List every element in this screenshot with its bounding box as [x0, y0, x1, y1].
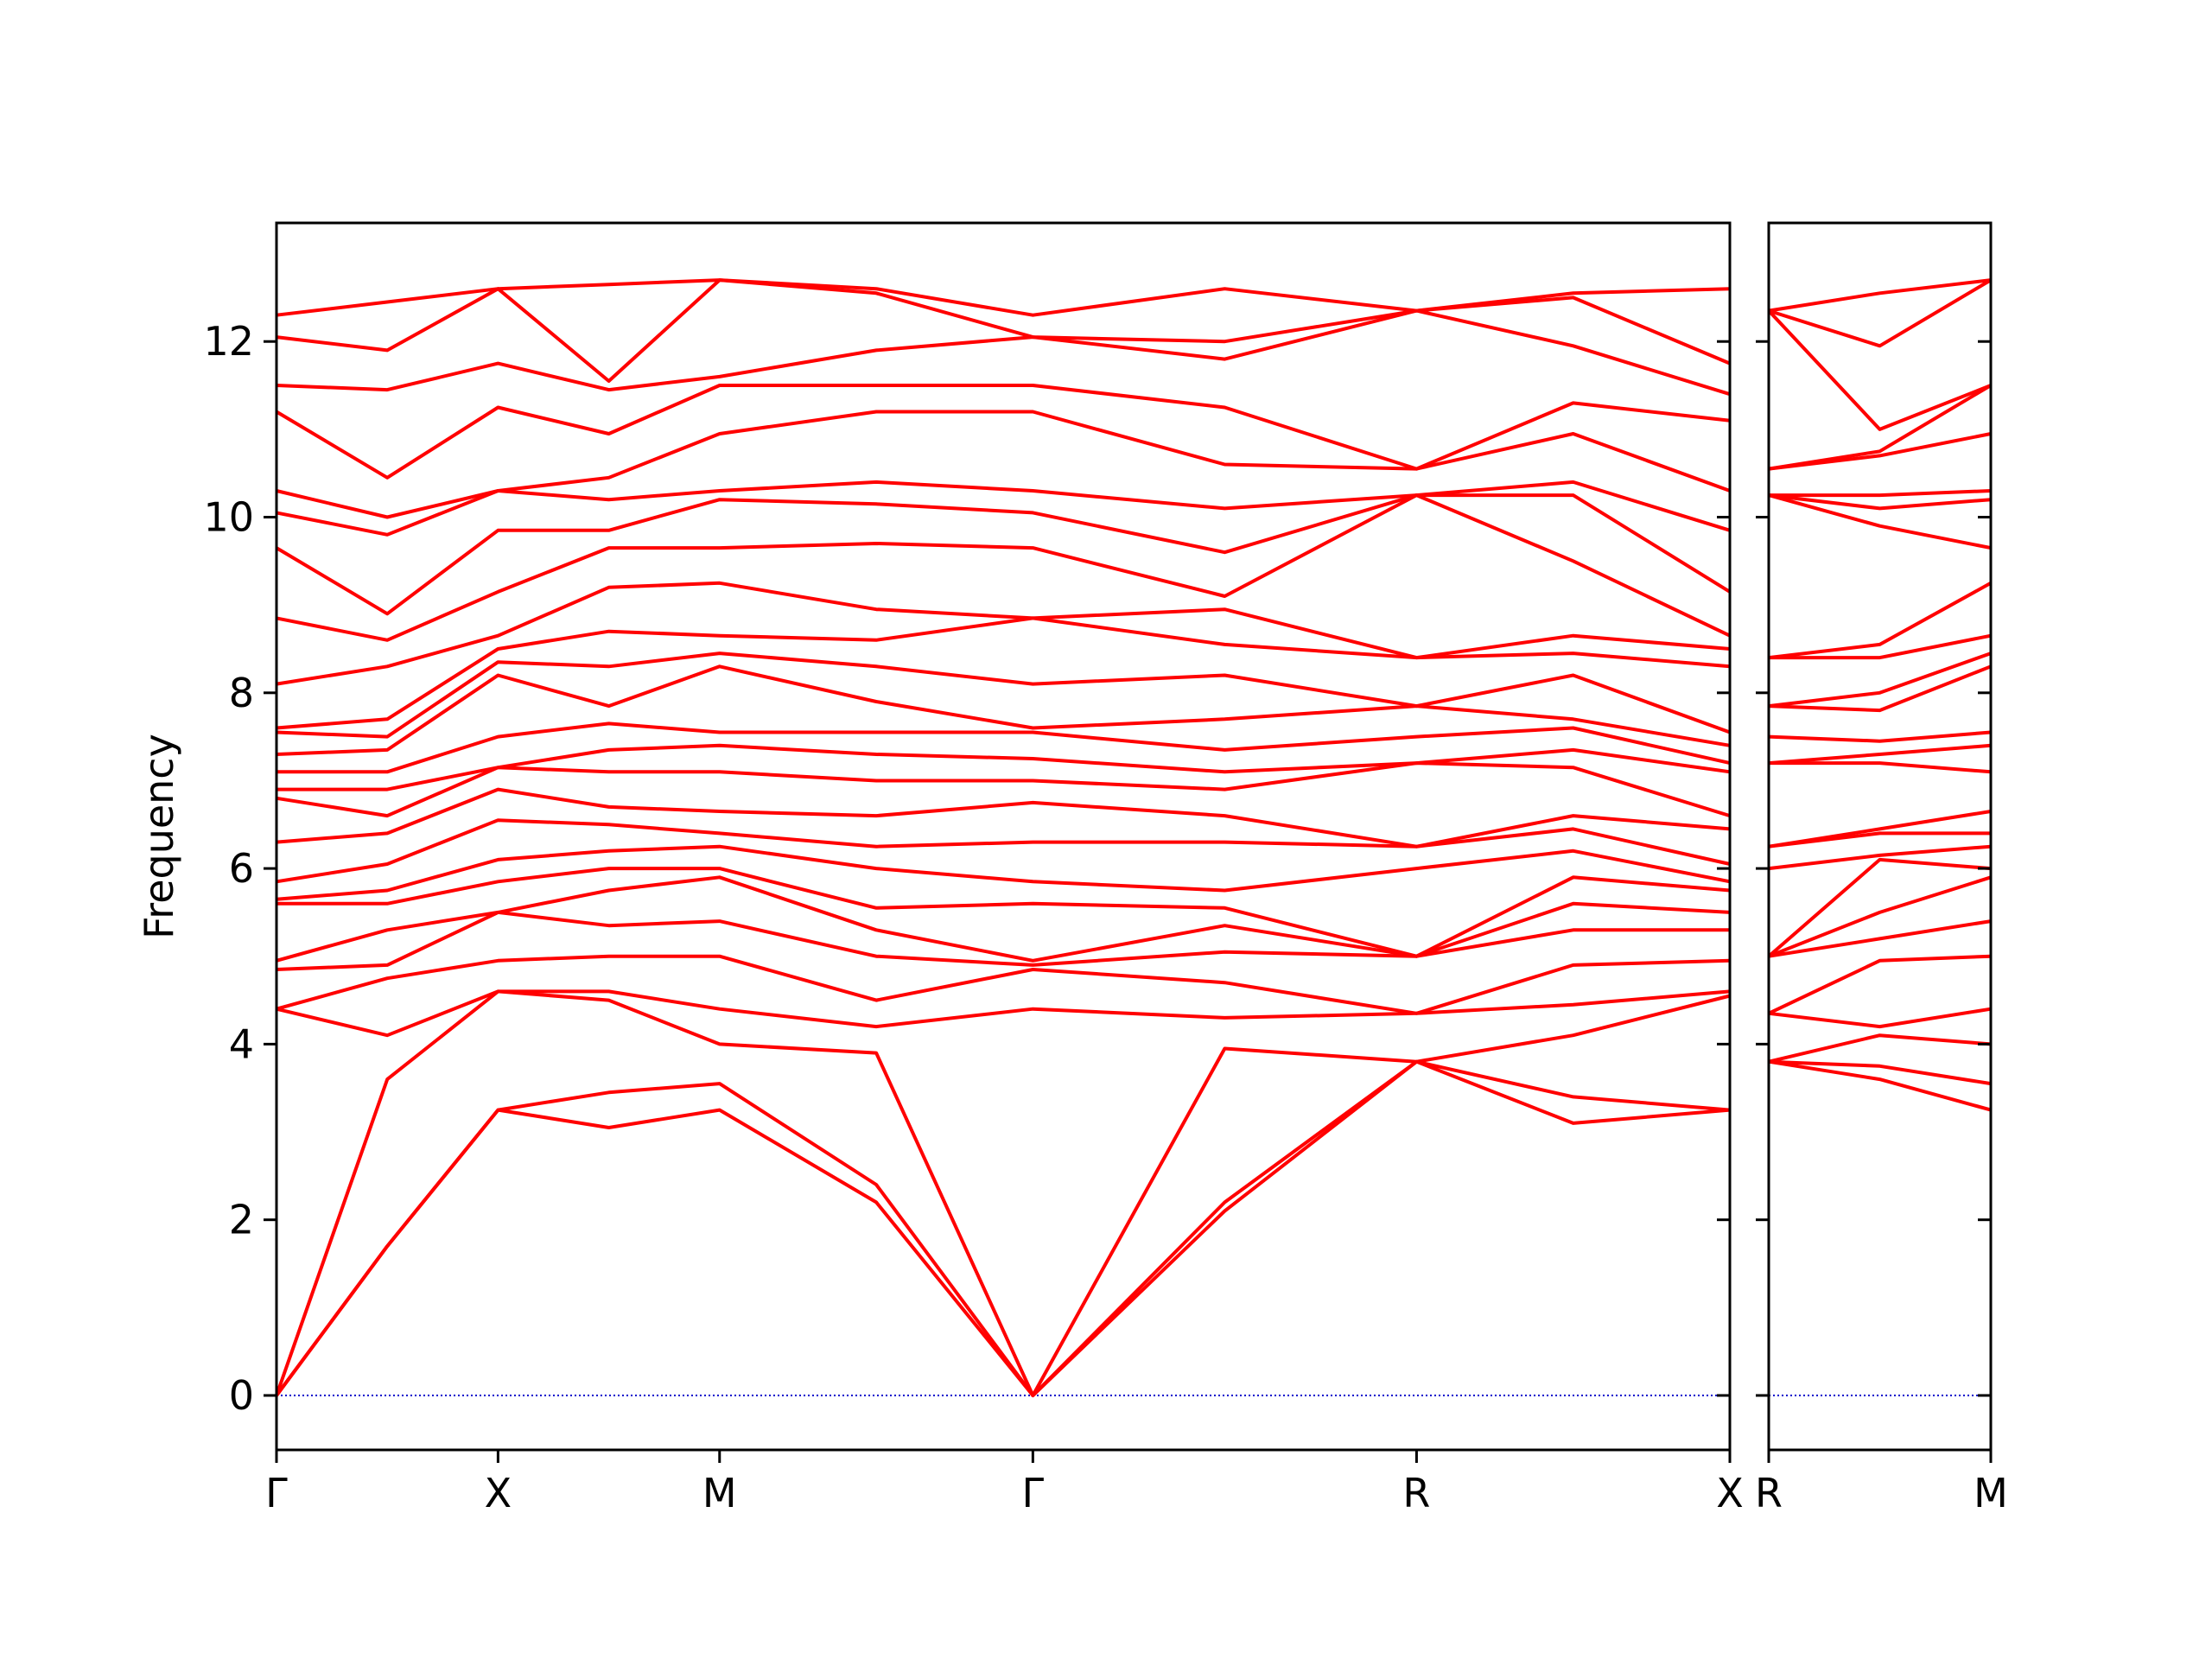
y-tick-label: 0 [229, 1372, 254, 1419]
band [275, 989, 1731, 1397]
band [1768, 1059, 1992, 1086]
band [275, 1059, 1731, 1397]
y-tick-label: 8 [229, 670, 254, 716]
band [276, 410, 1731, 519]
band [1768, 844, 1992, 871]
band [1768, 384, 1993, 471]
band [1767, 309, 1992, 431]
x-tick-label: X [485, 1470, 512, 1516]
band [1768, 730, 1992, 743]
x-tick-label: Γ [1022, 1470, 1045, 1516]
band [276, 721, 1731, 774]
band [276, 761, 1731, 818]
band [275, 493, 1732, 616]
band [276, 743, 1731, 791]
band [1768, 493, 1992, 550]
y-tick-label: 4 [229, 1020, 254, 1067]
axes-frame [1767, 221, 1993, 1452]
band [1768, 582, 1992, 660]
band [1768, 919, 1992, 958]
band [276, 581, 1731, 686]
band [1768, 278, 1992, 313]
band [276, 652, 1731, 739]
band [1768, 278, 1993, 348]
band [276, 480, 1731, 537]
y-axis-label: Frequency [136, 734, 182, 939]
band [276, 910, 1730, 971]
band [276, 664, 1731, 756]
x-tick-label: M [1974, 1470, 2008, 1516]
band [1769, 761, 1992, 774]
band [1768, 810, 1992, 849]
band [276, 616, 1731, 730]
band [276, 278, 1731, 317]
x-tick-label: M [702, 1470, 737, 1516]
band [1768, 1033, 1992, 1064]
band [1768, 664, 1992, 713]
y-tick-label: 2 [229, 1197, 254, 1243]
band [276, 954, 1731, 1015]
y-tick-label: 10 [203, 494, 254, 541]
band [1768, 875, 1992, 958]
band [276, 818, 1731, 884]
band [276, 989, 1731, 1038]
band [276, 308, 1731, 397]
band [275, 384, 1731, 480]
band [1768, 652, 1992, 709]
band [1768, 493, 1992, 511]
x-tick-label: Γ [265, 1470, 288, 1516]
y-tick-label: 12 [203, 318, 254, 365]
band [276, 844, 1731, 901]
band [1768, 743, 1992, 766]
y-tick-label: 6 [229, 845, 254, 892]
x-tick-label: R [1402, 1470, 1430, 1516]
x-tick-label: R [1755, 1470, 1783, 1516]
band [1768, 1059, 1992, 1112]
band [1769, 489, 1992, 498]
band [276, 493, 1731, 642]
band [1769, 633, 1992, 660]
band [1768, 1007, 1992, 1029]
band [276, 875, 1731, 963]
band [1768, 954, 1992, 1015]
band [1767, 857, 1992, 958]
band [276, 867, 1731, 958]
axes-frame [275, 221, 1732, 1452]
x-tick-label: X [1716, 1470, 1744, 1516]
band [276, 787, 1731, 849]
